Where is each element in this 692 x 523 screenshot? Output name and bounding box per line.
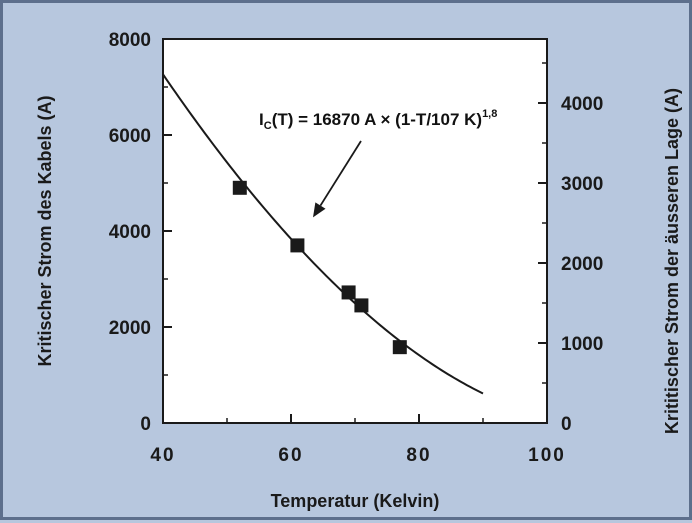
right-tick-label: 4000 bbox=[561, 94, 603, 115]
data-point bbox=[354, 298, 369, 313]
x-tick-label: 100 bbox=[528, 445, 566, 466]
data-point bbox=[290, 238, 305, 253]
left-tick-label: 4000 bbox=[109, 222, 151, 243]
left-tick-label: 6000 bbox=[109, 126, 151, 147]
annotation-arrow bbox=[319, 140, 362, 207]
x-axis-title: Temperatur (Kelvin) bbox=[271, 491, 440, 511]
left-tick-label: 2000 bbox=[109, 318, 151, 339]
right-tick-label: 1000 bbox=[561, 334, 603, 355]
annotation-body: (T) = 16870 A × (1-T/107 K) bbox=[272, 110, 482, 129]
right-axis-title: Krititischer Strom der äusseren Lage (A) bbox=[662, 88, 682, 434]
annotation-arrow-head bbox=[313, 202, 326, 218]
annotation-formula: IC(T) = 16870 A × (1-T/107 K)1,8 bbox=[259, 108, 497, 132]
left-tick-label: 8000 bbox=[109, 30, 151, 51]
right-axis-ticks: 0 1000 2000 3000 4000 bbox=[538, 62, 603, 435]
x-tick-label: 40 bbox=[150, 445, 175, 466]
data-point bbox=[341, 285, 356, 300]
fit-curve bbox=[162, 73, 484, 395]
left-axis-title: Kritischer Strom des Kabels (A) bbox=[35, 95, 55, 366]
annotation-sup: 1,8 bbox=[482, 108, 497, 120]
data-point bbox=[392, 340, 407, 355]
annotation-prefix: I bbox=[259, 110, 264, 129]
left-tick-label: 0 bbox=[140, 414, 151, 435]
x-axis-ticks: 40 60 80 100 bbox=[150, 414, 566, 466]
right-tick-label: 3000 bbox=[561, 174, 603, 195]
plot-area bbox=[162, 38, 548, 424]
annotation-sub: C bbox=[264, 120, 272, 132]
right-tick-label: 2000 bbox=[561, 254, 603, 275]
left-axis-ticks: 0 2000 4000 6000 8000 bbox=[109, 30, 172, 435]
x-tick-label: 80 bbox=[406, 445, 431, 466]
data-points bbox=[232, 180, 407, 355]
data-point bbox=[232, 180, 247, 195]
x-tick-label: 60 bbox=[278, 445, 303, 466]
right-tick-label: 0 bbox=[561, 414, 572, 435]
chart-svg: 0 2000 4000 6000 8000 0 1000 2000 3000 4000 40 60… bbox=[35, 30, 682, 511]
